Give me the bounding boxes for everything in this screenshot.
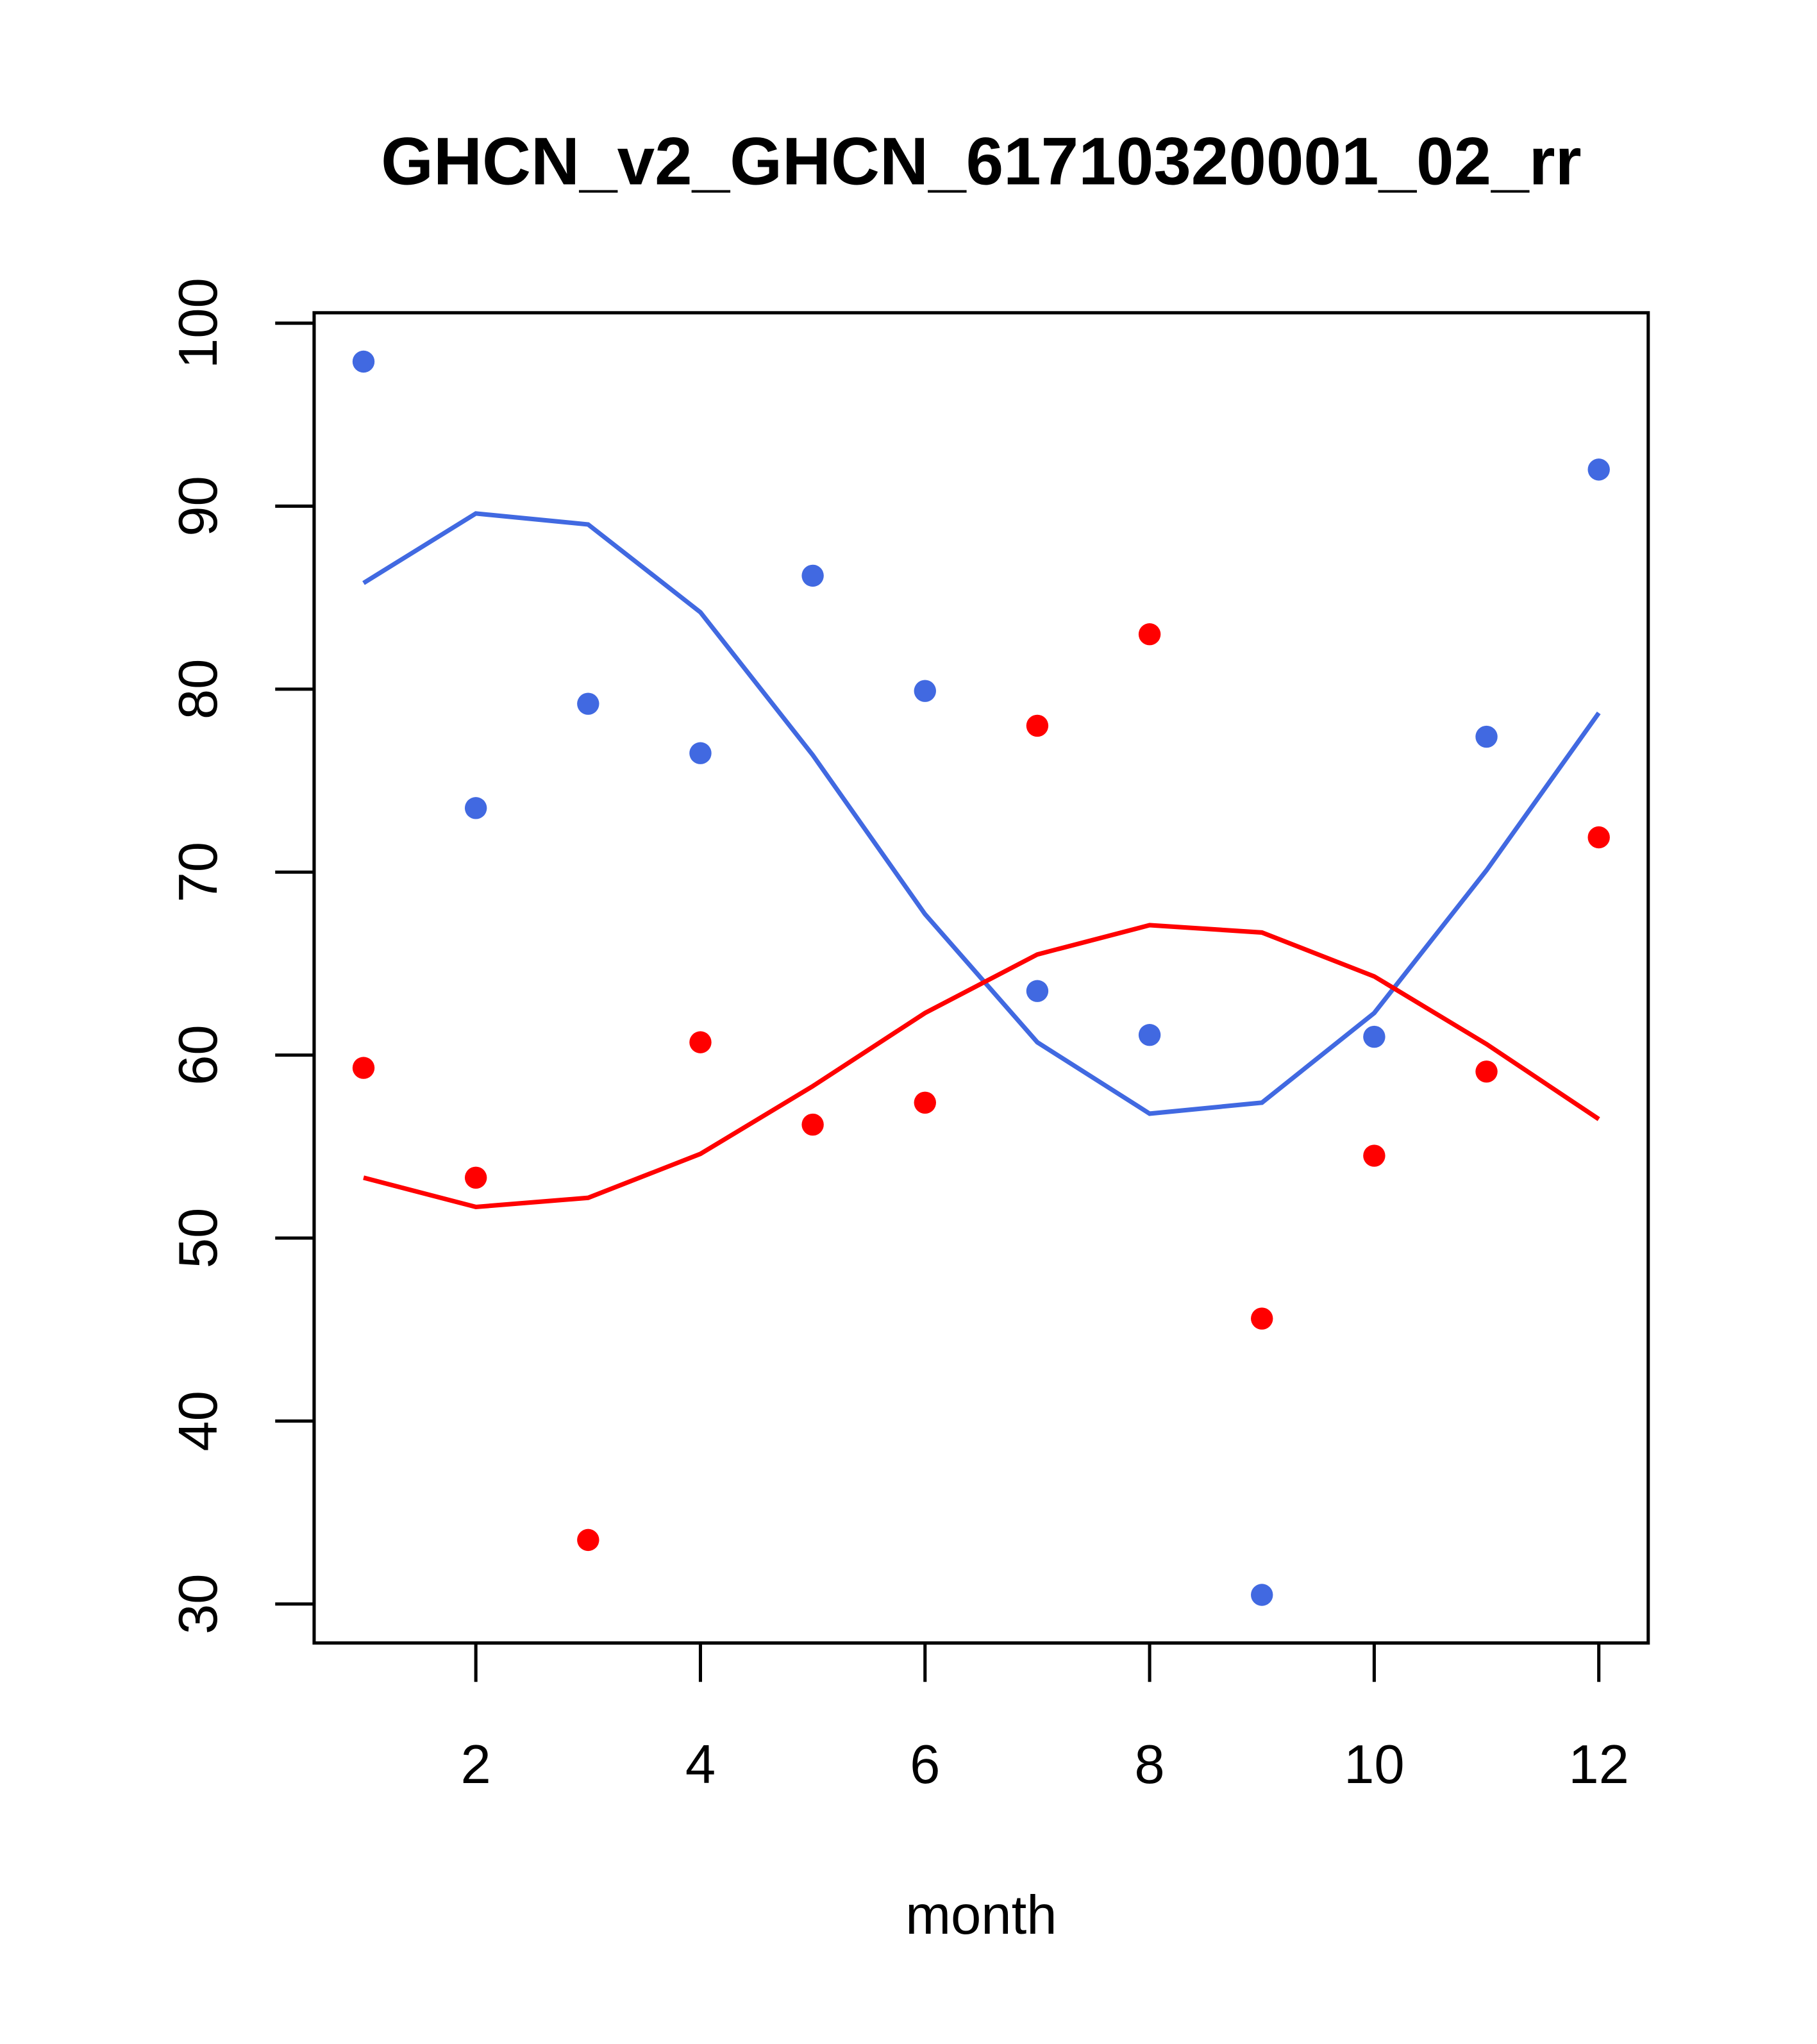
red-point — [1138, 623, 1161, 646]
y-tick-label: 70 — [168, 842, 229, 903]
red-point — [1363, 1144, 1386, 1167]
blue-point — [1251, 1584, 1273, 1606]
red-point — [1587, 826, 1610, 849]
blue-point — [689, 742, 712, 764]
x-tick-label: 2 — [461, 1734, 491, 1795]
y-tick-label: 30 — [168, 1573, 229, 1634]
series-layer — [352, 350, 1610, 1606]
y-tick-label: 100 — [168, 278, 229, 369]
red-point — [1251, 1307, 1273, 1330]
x-tick-label: 6 — [910, 1734, 940, 1795]
x-tick-label: 12 — [1568, 1734, 1629, 1795]
red-line — [363, 923, 1600, 1210]
blue-point — [352, 350, 375, 373]
x-tick-label: 10 — [1344, 1734, 1405, 1795]
y-tick-label: 50 — [168, 1208, 229, 1269]
blue-point — [1587, 458, 1610, 481]
red-point — [801, 1113, 824, 1136]
blue-point — [1363, 1025, 1386, 1048]
red-point — [352, 1057, 375, 1079]
y-tick-label: 60 — [168, 1025, 229, 1085]
y-tick-label: 80 — [168, 659, 229, 720]
y-tick-label: 90 — [168, 476, 229, 537]
x-tick-label: 8 — [1134, 1734, 1164, 1795]
blue-point — [464, 797, 487, 819]
x-axis: 2 4 6 8 10 12 — [461, 1641, 1629, 1795]
red-point — [914, 1091, 936, 1114]
chart-title: GHCN_v2_GHCN_61710320001_02_rr — [381, 124, 1581, 199]
blue-point — [577, 692, 599, 715]
x-axis-label: month — [905, 1885, 1057, 1946]
blue-point — [801, 564, 824, 587]
red-point — [464, 1166, 487, 1189]
blue-line — [362, 511, 1601, 1116]
y-axis: 30 40 50 60 70 80 90 100 — [168, 278, 316, 1634]
blue-point — [1138, 1024, 1161, 1046]
blue-point — [914, 680, 936, 702]
blue-point — [1475, 725, 1498, 748]
red-point — [577, 1529, 599, 1552]
red-point — [1475, 1060, 1498, 1083]
red-point — [689, 1031, 712, 1053]
x-tick-label: 4 — [685, 1734, 716, 1795]
blue-point — [1026, 980, 1049, 1002]
y-tick-label: 40 — [168, 1391, 229, 1452]
red-point — [1026, 714, 1049, 737]
